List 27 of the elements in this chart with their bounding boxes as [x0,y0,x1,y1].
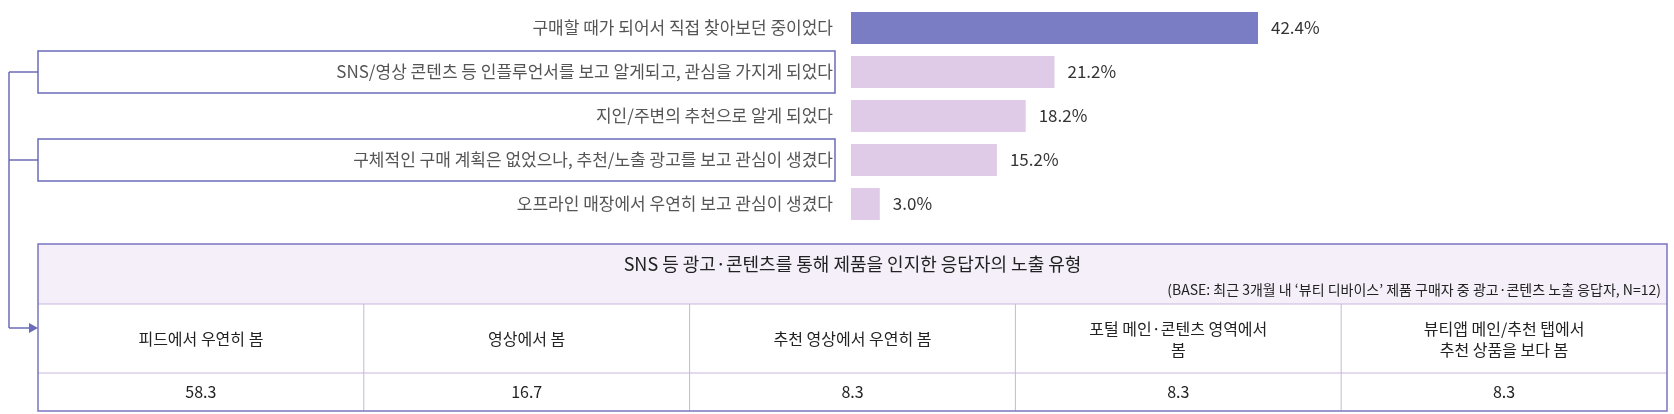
category-label: 피드에서 우연히 봄 [138,325,264,350]
data-label: 3.0% [892,190,933,215]
y-tick-label: SNS/영상 콘텐츠 등 인플루언서를 보고 알게되고, 관심을 가지게 되었다 [336,58,834,83]
data-label: 8.3 [841,379,864,403]
data-label: 42.4% [1271,14,1320,39]
bar [851,188,880,220]
category-label: 영상에서 봄 [488,325,566,350]
y-tick-label: 구매할 때가 되어서 직접 찾아보던 중이었다 [532,14,834,39]
data-label: 58.3 [185,379,217,403]
data-label: 8.3 [1167,379,1190,403]
y-tick-label: 구체적인 구매 계획은 없었으나, 추천/노출 광고를 보고 관심이 생겼다 [353,146,834,171]
category-label: 추천 영상에서 우연히 봄 [773,325,932,350]
category-label: 포털 메인·콘텐츠 영역에서 봄 [1089,315,1268,361]
bar [851,12,1258,44]
data-label: 21.2% [1067,58,1117,83]
bar [851,144,997,176]
bar [851,100,1026,132]
data-label: 8.3 [1492,379,1516,403]
text: (BASE: 최근 3개월 내 ‘뷰티 디바이스’ 제품 구매자 중 광고·콘텐츠 노출 응답자, N=12) [1167,279,1661,299]
data-label: 18.2% [1038,102,1088,127]
text: SNS 등 광고·콘텐츠를 통해 제품을 인지한 응답자의 노출 유형 [623,250,1082,276]
data-label: 16.7 [511,379,543,403]
y-tick-label: 지인/주변의 추천으로 알게 되었다 [595,102,834,127]
bar [851,56,1055,88]
y-tick-label: 오프라인 매장에서 우연히 보고 관심이 생겼다 [516,190,834,215]
category-label: 뷰티앱 메인/추천 탭에서 추천 상품을 보다 봄 [1423,315,1585,361]
data-label: 15.2% [1009,146,1059,171]
